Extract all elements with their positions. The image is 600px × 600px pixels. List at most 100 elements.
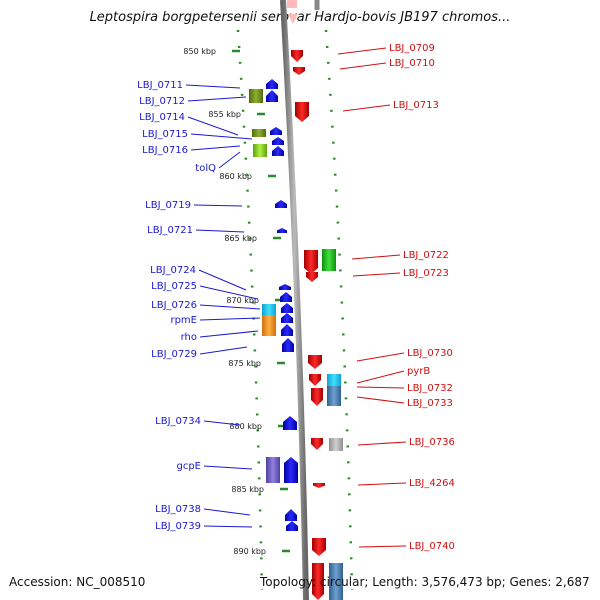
- leader-line: [193, 204, 243, 207]
- gene-label-left: LBJ_0738: [155, 504, 201, 515]
- reverse-gene: [306, 272, 318, 282]
- olive-feature: [252, 129, 266, 137]
- tick-label: 870 kbp: [226, 296, 259, 305]
- forward-gene: [266, 79, 278, 89]
- gene-label-right: LBJ_0723: [403, 268, 449, 279]
- forward-gene: [275, 200, 287, 208]
- leader-line: [190, 133, 253, 140]
- tick-label: 865 kbp: [224, 234, 257, 243]
- forward-gene: [277, 228, 287, 233]
- leader-line: [357, 482, 407, 486]
- reverse-gene: [311, 438, 323, 450]
- leader-line: [195, 229, 245, 233]
- gene-label-left: LBJ_0729: [151, 349, 197, 360]
- gene-label-left: gcpE: [176, 461, 201, 472]
- grey-feature: [329, 438, 343, 451]
- forward-gene: [285, 509, 297, 521]
- faded-gene: [287, 0, 297, 8]
- leader-line: [187, 116, 239, 136]
- reverse-gene: [308, 355, 322, 369]
- gene-features: [249, 50, 343, 600]
- gene-label-left: LBJ_0721: [147, 225, 193, 236]
- gene-label-left: LBJ_0714: [139, 112, 185, 123]
- leader-line: [185, 84, 241, 89]
- topology-text: Topology: circular; Length: 3,576,473 bp…: [260, 575, 590, 589]
- forward-gene: [280, 292, 292, 302]
- gene-label-left: LBJ_0712: [139, 96, 185, 107]
- forward-gene: [272, 146, 284, 156]
- tick-label: 860 kbp: [219, 172, 252, 181]
- gene-label-left: LBJ_0724: [150, 265, 196, 276]
- reverse-gene: [309, 374, 321, 386]
- leader-line: [352, 272, 401, 277]
- gene-label-left: LBJ_0715: [142, 129, 188, 140]
- steel-feature: [329, 563, 343, 600]
- leader-line: [203, 420, 241, 426]
- forward-gene: [283, 416, 297, 430]
- forward-gene: [266, 90, 278, 102]
- reverse-gene: [291, 50, 303, 62]
- gene-label-right: LBJ_0710: [389, 58, 435, 69]
- gene-label-right: LBJ_0740: [409, 541, 455, 552]
- outer-track-left: [236, 29, 264, 591]
- reverse-gene: [313, 483, 325, 488]
- accession-text: Accession: NC_008510: [9, 575, 146, 589]
- leader-line: [337, 47, 387, 55]
- forward-gene: [286, 521, 298, 531]
- leader-line: [203, 508, 251, 516]
- leader-line: [218, 151, 241, 169]
- gene-label-right: LBJ_0713: [393, 100, 439, 111]
- forward-gene: [282, 338, 294, 352]
- backbone: [280, 0, 309, 600]
- leader-line: [356, 396, 405, 404]
- tick-marks: 850 kbp 855 kbp 860 kbp 865 kbp 870 kbp 875 k…: [183, 47, 290, 556]
- leader-line: [356, 352, 405, 362]
- gene-label-right: LBJ_0709: [389, 43, 435, 54]
- leader-line: [358, 545, 407, 548]
- leader-line: [187, 96, 247, 102]
- leader-line: [356, 386, 405, 389]
- forward-gene: [279, 284, 291, 290]
- olive-feature: [249, 89, 263, 103]
- faded-gene-arrow: [288, 14, 298, 24]
- tick-label: 890 kbp: [233, 547, 266, 556]
- leader-line: [199, 317, 261, 321]
- cyan-feature: [327, 374, 341, 386]
- outer-track-right: [324, 29, 354, 591]
- gene-label-right: LBJ_0730: [407, 348, 453, 359]
- gene-label-left: LBJ_0725: [151, 281, 197, 292]
- gene-labels: LBJ_0711 LBJ_0712 LBJ_0714 LBJ_0715 LBJ_0716…: [137, 43, 455, 552]
- leader-line: [203, 525, 253, 528]
- gene-label-left: tolQ: [195, 163, 216, 174]
- leader-line: [203, 465, 253, 470]
- leader-line: [357, 441, 407, 446]
- orange-feature: [262, 315, 276, 336]
- forward-gene: [284, 457, 298, 483]
- gene-label-left: LBJ_0719: [145, 200, 191, 211]
- leader-line: [342, 104, 391, 112]
- tick-label: 855 kbp: [208, 110, 241, 119]
- gene-label-left: LBJ_0734: [155, 416, 201, 427]
- green-feature: [322, 249, 336, 271]
- reverse-gene: [293, 67, 305, 75]
- reverse-gene: [295, 102, 309, 122]
- gene-label-right: LBJ_4264: [409, 478, 455, 489]
- reverse-gene: [312, 563, 324, 600]
- leader-line: [351, 254, 401, 260]
- gene-label-right: pyrB: [407, 366, 430, 377]
- leader-line: [190, 145, 241, 151]
- forward-gene: [272, 137, 284, 145]
- forward-gene: [281, 313, 293, 323]
- leader-line: [199, 330, 259, 338]
- gene-label-right: LBJ_0732: [407, 383, 453, 394]
- leader-line: [198, 269, 247, 291]
- gene-label-left: LBJ_0726: [151, 300, 197, 311]
- steel-feature: [327, 386, 341, 406]
- tick-label: 885 kbp: [231, 485, 264, 494]
- gene-label-right: LBJ_0736: [409, 437, 455, 448]
- tick-label: 850 kbp: [183, 47, 216, 56]
- cyan-feature: [262, 304, 276, 315]
- leader-line: [339, 62, 387, 70]
- gene-label-left: LBJ_0739: [155, 521, 201, 532]
